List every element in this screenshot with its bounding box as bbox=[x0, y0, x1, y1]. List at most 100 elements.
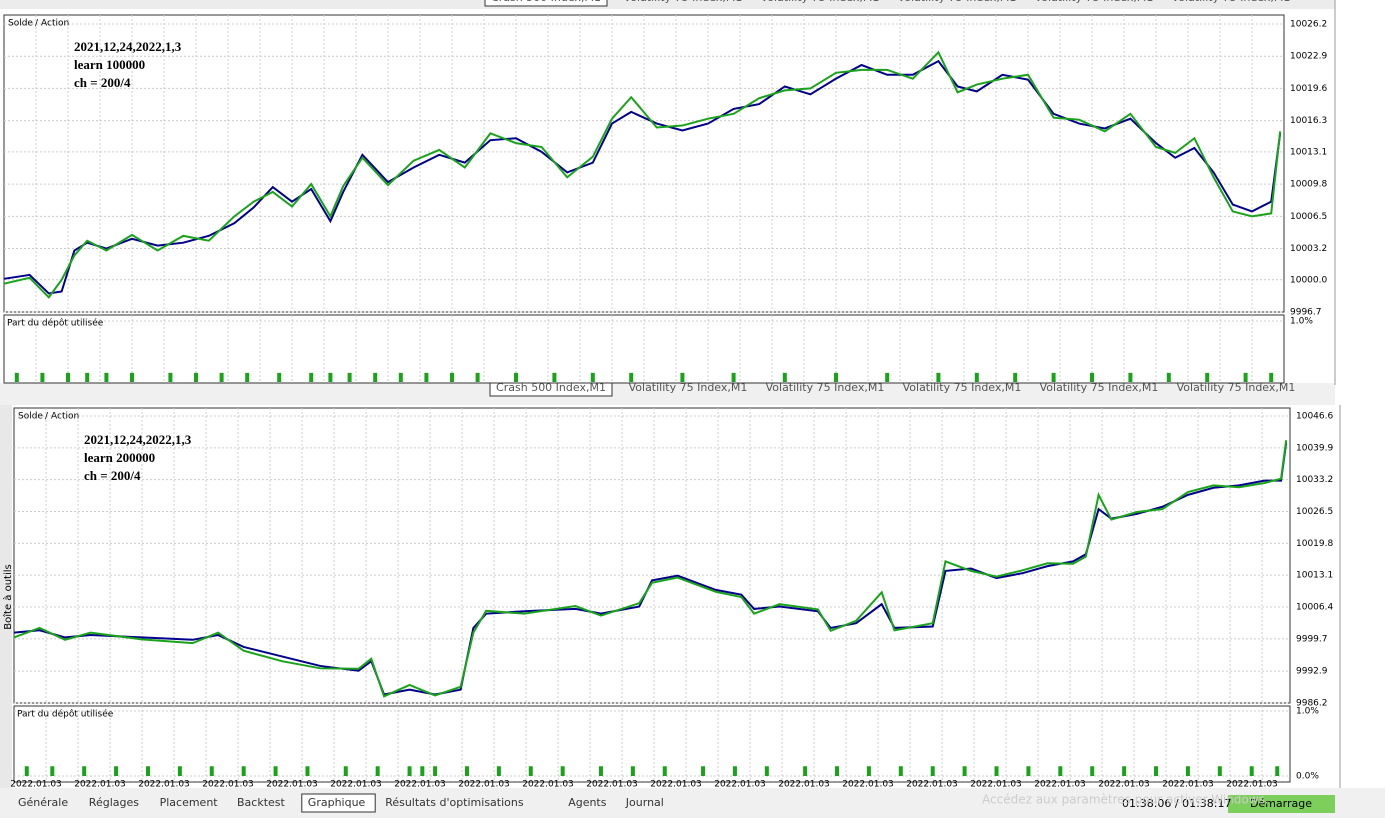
bar bbox=[85, 372, 90, 382]
bar bbox=[130, 372, 134, 382]
x-tick-label: 2022.01.03 bbox=[266, 780, 318, 790]
bar bbox=[930, 766, 935, 776]
annotation: 2021,12,24,2022,1,3 bbox=[84, 432, 192, 447]
start-button-label[interactable]: Démarrage bbox=[1250, 797, 1312, 810]
legend-entry: Action bbox=[51, 412, 79, 422]
y-tick-label: 10013.1 bbox=[1296, 571, 1333, 581]
bar bbox=[114, 766, 119, 776]
x-tick-label: 2022.01.03 bbox=[714, 780, 766, 790]
y-tick-label: 10046.6 bbox=[1296, 412, 1333, 422]
symbol-tab[interactable]: Volatility 75 Index,M1 bbox=[629, 381, 748, 394]
tab-frame bbox=[484, 0, 608, 7]
bar bbox=[145, 766, 150, 776]
x-tick-label: 2022.01.03 bbox=[586, 780, 638, 790]
y-tick-label: 10016.3 bbox=[1290, 116, 1327, 126]
bar bbox=[1154, 766, 1159, 776]
symbol-tab[interactable]: Volatility 75 Index,M1 bbox=[903, 381, 1022, 394]
y-tick-label: 10026.2 bbox=[1290, 20, 1327, 30]
bar bbox=[104, 372, 109, 382]
bar bbox=[974, 372, 979, 382]
bar bbox=[552, 372, 557, 382]
bar bbox=[732, 766, 737, 776]
annotation: 2021,12,24,2022,1,3 bbox=[74, 39, 182, 54]
symbol-tab[interactable]: Volatility 75 Index,M1 bbox=[761, 0, 880, 4]
x-tick-label: 2022.01.03 bbox=[138, 780, 190, 790]
bar bbox=[50, 766, 55, 776]
bottom-tab[interactable]: Backtest bbox=[237, 796, 286, 809]
x-tick-label: 2022.01.03 bbox=[1098, 780, 1150, 790]
tab-strip bbox=[0, 383, 1385, 405]
series-line bbox=[3, 50, 1282, 299]
bottom-tab[interactable]: Agents bbox=[568, 796, 607, 809]
symbol-tab[interactable]: Crash 500 Index,M1 bbox=[491, 0, 601, 4]
bar bbox=[347, 372, 352, 382]
bar bbox=[898, 766, 903, 776]
legend-entry: Solde bbox=[18, 412, 43, 422]
bar bbox=[343, 766, 348, 776]
x-tick-label: 2022.01.03 bbox=[1034, 780, 1086, 790]
y-tick-label: 9992.9 bbox=[1296, 667, 1328, 677]
bar bbox=[560, 766, 565, 776]
bar bbox=[1185, 766, 1190, 776]
x-tick-label: 2022.01.03 bbox=[330, 780, 382, 790]
bar bbox=[177, 766, 182, 776]
time: 01:38:06 / 01:38:17 bbox=[1122, 797, 1232, 810]
bar bbox=[701, 766, 706, 776]
symbol-tab[interactable]: Crash 500 Index,M1 bbox=[496, 381, 606, 394]
bar bbox=[630, 766, 635, 776]
symbol-tab[interactable]: Volatility 75 Index,M1 bbox=[1040, 381, 1159, 394]
bar bbox=[731, 372, 736, 382]
symbol-tab[interactable]: Volatility 75 Index,M1 bbox=[1035, 0, 1154, 4]
x-tick-label: 2022.01.03 bbox=[970, 780, 1022, 790]
bottom-tab[interactable]: Journal bbox=[625, 796, 664, 809]
bar bbox=[194, 372, 198, 382]
legend-sep: / bbox=[35, 19, 39, 29]
y-tick-label: 10013.1 bbox=[1290, 147, 1327, 157]
symbol-tab[interactable]: Volatility 75 Index,M1 bbox=[624, 0, 743, 4]
symbol-tab[interactable]: Volatility 75 Index,M1 bbox=[1177, 381, 1296, 394]
bottom-tab[interactable]: Graphique bbox=[308, 796, 366, 809]
bar bbox=[629, 372, 634, 382]
bar bbox=[1026, 766, 1031, 776]
right-margin bbox=[1335, 0, 1385, 788]
bar bbox=[1128, 372, 1133, 382]
x-tick-label: 2022.01.03 bbox=[1226, 780, 1278, 790]
bottom-tab[interactable]: Résultats d'optimisations bbox=[385, 796, 524, 809]
bar bbox=[273, 766, 278, 776]
bar bbox=[1090, 766, 1095, 776]
annotation: ch = 200/4 bbox=[74, 75, 131, 90]
bottom-tab[interactable]: Placement bbox=[160, 796, 219, 809]
y-tick-label: 10019.8 bbox=[1296, 539, 1333, 549]
bar bbox=[209, 766, 214, 776]
bar bbox=[680, 372, 685, 382]
y-tick-label: 10019.6 bbox=[1290, 84, 1327, 94]
x-tick-label: 2022.01.03 bbox=[394, 780, 446, 790]
bar bbox=[475, 372, 480, 382]
y-tick-label: 9986.2 bbox=[1296, 699, 1328, 709]
bar bbox=[375, 766, 380, 776]
bar bbox=[245, 372, 250, 382]
bottom-tab[interactable]: Réglages bbox=[89, 796, 139, 809]
symbol-tab[interactable]: Volatility 75 Index,M1 bbox=[1172, 0, 1291, 4]
x-tick-label: 2022.01.03 bbox=[522, 780, 574, 790]
bar bbox=[424, 372, 429, 382]
bar bbox=[1217, 766, 1222, 776]
bar bbox=[305, 766, 310, 776]
bottom-tab[interactable]: Générale bbox=[18, 796, 68, 809]
y-tick-label: 10006.4 bbox=[1296, 603, 1333, 613]
bar bbox=[14, 372, 19, 382]
annotation: ch = 200/4 bbox=[84, 468, 141, 483]
subchart-title: Part du dépôt utilisée bbox=[17, 709, 114, 720]
symbol-tab[interactable]: Volatility 75 Index,M1 bbox=[898, 0, 1017, 4]
series-line bbox=[13, 440, 1288, 698]
start-button[interactable] bbox=[1228, 795, 1335, 813]
symbol-tab[interactable]: Volatility 75 Index,M1 bbox=[766, 381, 885, 394]
watermark: Accédez aux paramètres pour activer Wind… bbox=[982, 793, 1269, 807]
bar bbox=[782, 372, 787, 382]
series-line bbox=[13, 442, 1288, 696]
x-tick-label: 2022.01.03 bbox=[1162, 780, 1214, 790]
bar bbox=[994, 766, 999, 776]
y-tick-label: 10000.0 bbox=[1290, 275, 1327, 285]
